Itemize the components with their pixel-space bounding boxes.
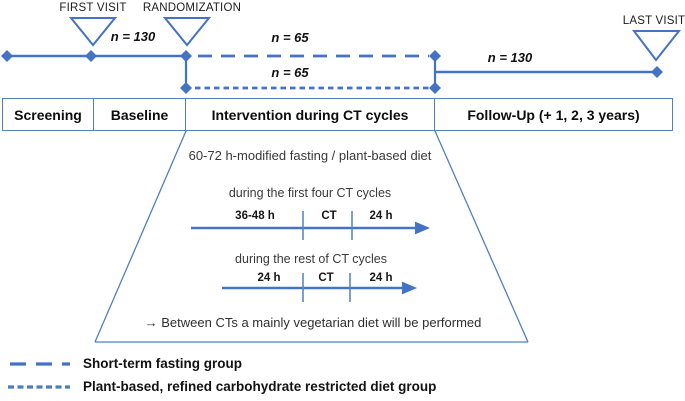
diamond-marker-last-visit: [651, 66, 663, 78]
phase-box-screening: Screening: [3, 99, 94, 130]
intervention-detail-title: 60-72 h-modified fasting / plant-based d…: [188, 148, 432, 163]
n-followup-label: n = 130: [487, 50, 533, 65]
diamond-marker-arm1-end: [429, 50, 441, 62]
n-plant-arm-label: n = 65: [271, 65, 309, 80]
phase-box-intervention: Intervention during CT cycles: [186, 99, 435, 130]
n-fasting-arm-label: n = 65: [271, 30, 309, 45]
legend-label-plant: Plant-based, refined carbohydrate restri…: [83, 379, 437, 394]
first-visit-triangle-icon: [68, 17, 118, 47]
diamond-marker-first-visit: [85, 50, 97, 62]
first-cycles-segment-after: 24 h: [369, 210, 393, 222]
rest-cycles-segment-after: 24 h: [369, 272, 393, 284]
randomization-label: RANDOMIZATION: [142, 2, 242, 14]
phase-label-baseline: Baseline: [110, 106, 169, 123]
vegetarian-diet-note: → Between CTs a mainly vegetarian diet w…: [144, 315, 482, 330]
randomization-triangle-icon: [162, 17, 212, 47]
first-cycles-caption: during the first four CT cycles: [228, 186, 392, 200]
first-cycles-segment-fasting: 36-48 h: [235, 210, 275, 222]
long-dash-line-icon: [10, 361, 70, 366]
phase-label-intervention: Intervention during CT cycles: [211, 106, 409, 123]
rest-cycles-segment-before: 24 h: [257, 272, 281, 284]
phase-box-baseline: Baseline: [94, 99, 186, 130]
diamond-marker-randomization: [180, 50, 192, 62]
phase-label-followup: Follow-Up (+ 1, 2, 3 years): [467, 106, 640, 123]
first-cycles-arrowhead-icon: [415, 221, 430, 235]
first-cycles-segment-ct: CT: [321, 210, 337, 222]
fine-dash-line-icon: [8, 384, 70, 389]
last-visit-triangle-icon: [631, 30, 682, 62]
legend-row-plant: Plant-based, refined carbohydrate restri…: [8, 379, 436, 394]
rest-cycles-segment-ct: CT: [318, 272, 334, 284]
rest-cycles-arrowhead-icon: [402, 281, 417, 295]
rest-cycles-caption: during the rest of CT cycles: [235, 252, 387, 266]
last-visit-label: LAST VISIT: [622, 15, 685, 27]
n-enrolled-label: n = 130: [110, 29, 156, 44]
phase-box-followup: Follow-Up (+ 1, 2, 3 years): [435, 99, 672, 130]
funnel-right-line: [434, 130, 529, 343]
diamond-marker-arm2-start: [180, 82, 192, 94]
legend-row-fasting: Short-term fasting group: [8, 356, 242, 371]
diamond-marker-arm2-end: [429, 82, 441, 94]
diamond-marker-start: [1, 50, 13, 62]
legend-label-fasting: Short-term fasting group: [83, 356, 242, 371]
funnel-left-line: [94, 130, 187, 343]
phase-label-screening: Screening: [14, 106, 82, 123]
phase-boxes-row: Screening Baseline Intervention during C…: [2, 98, 673, 131]
first-visit-label: FIRST VISIT: [59, 2, 127, 14]
